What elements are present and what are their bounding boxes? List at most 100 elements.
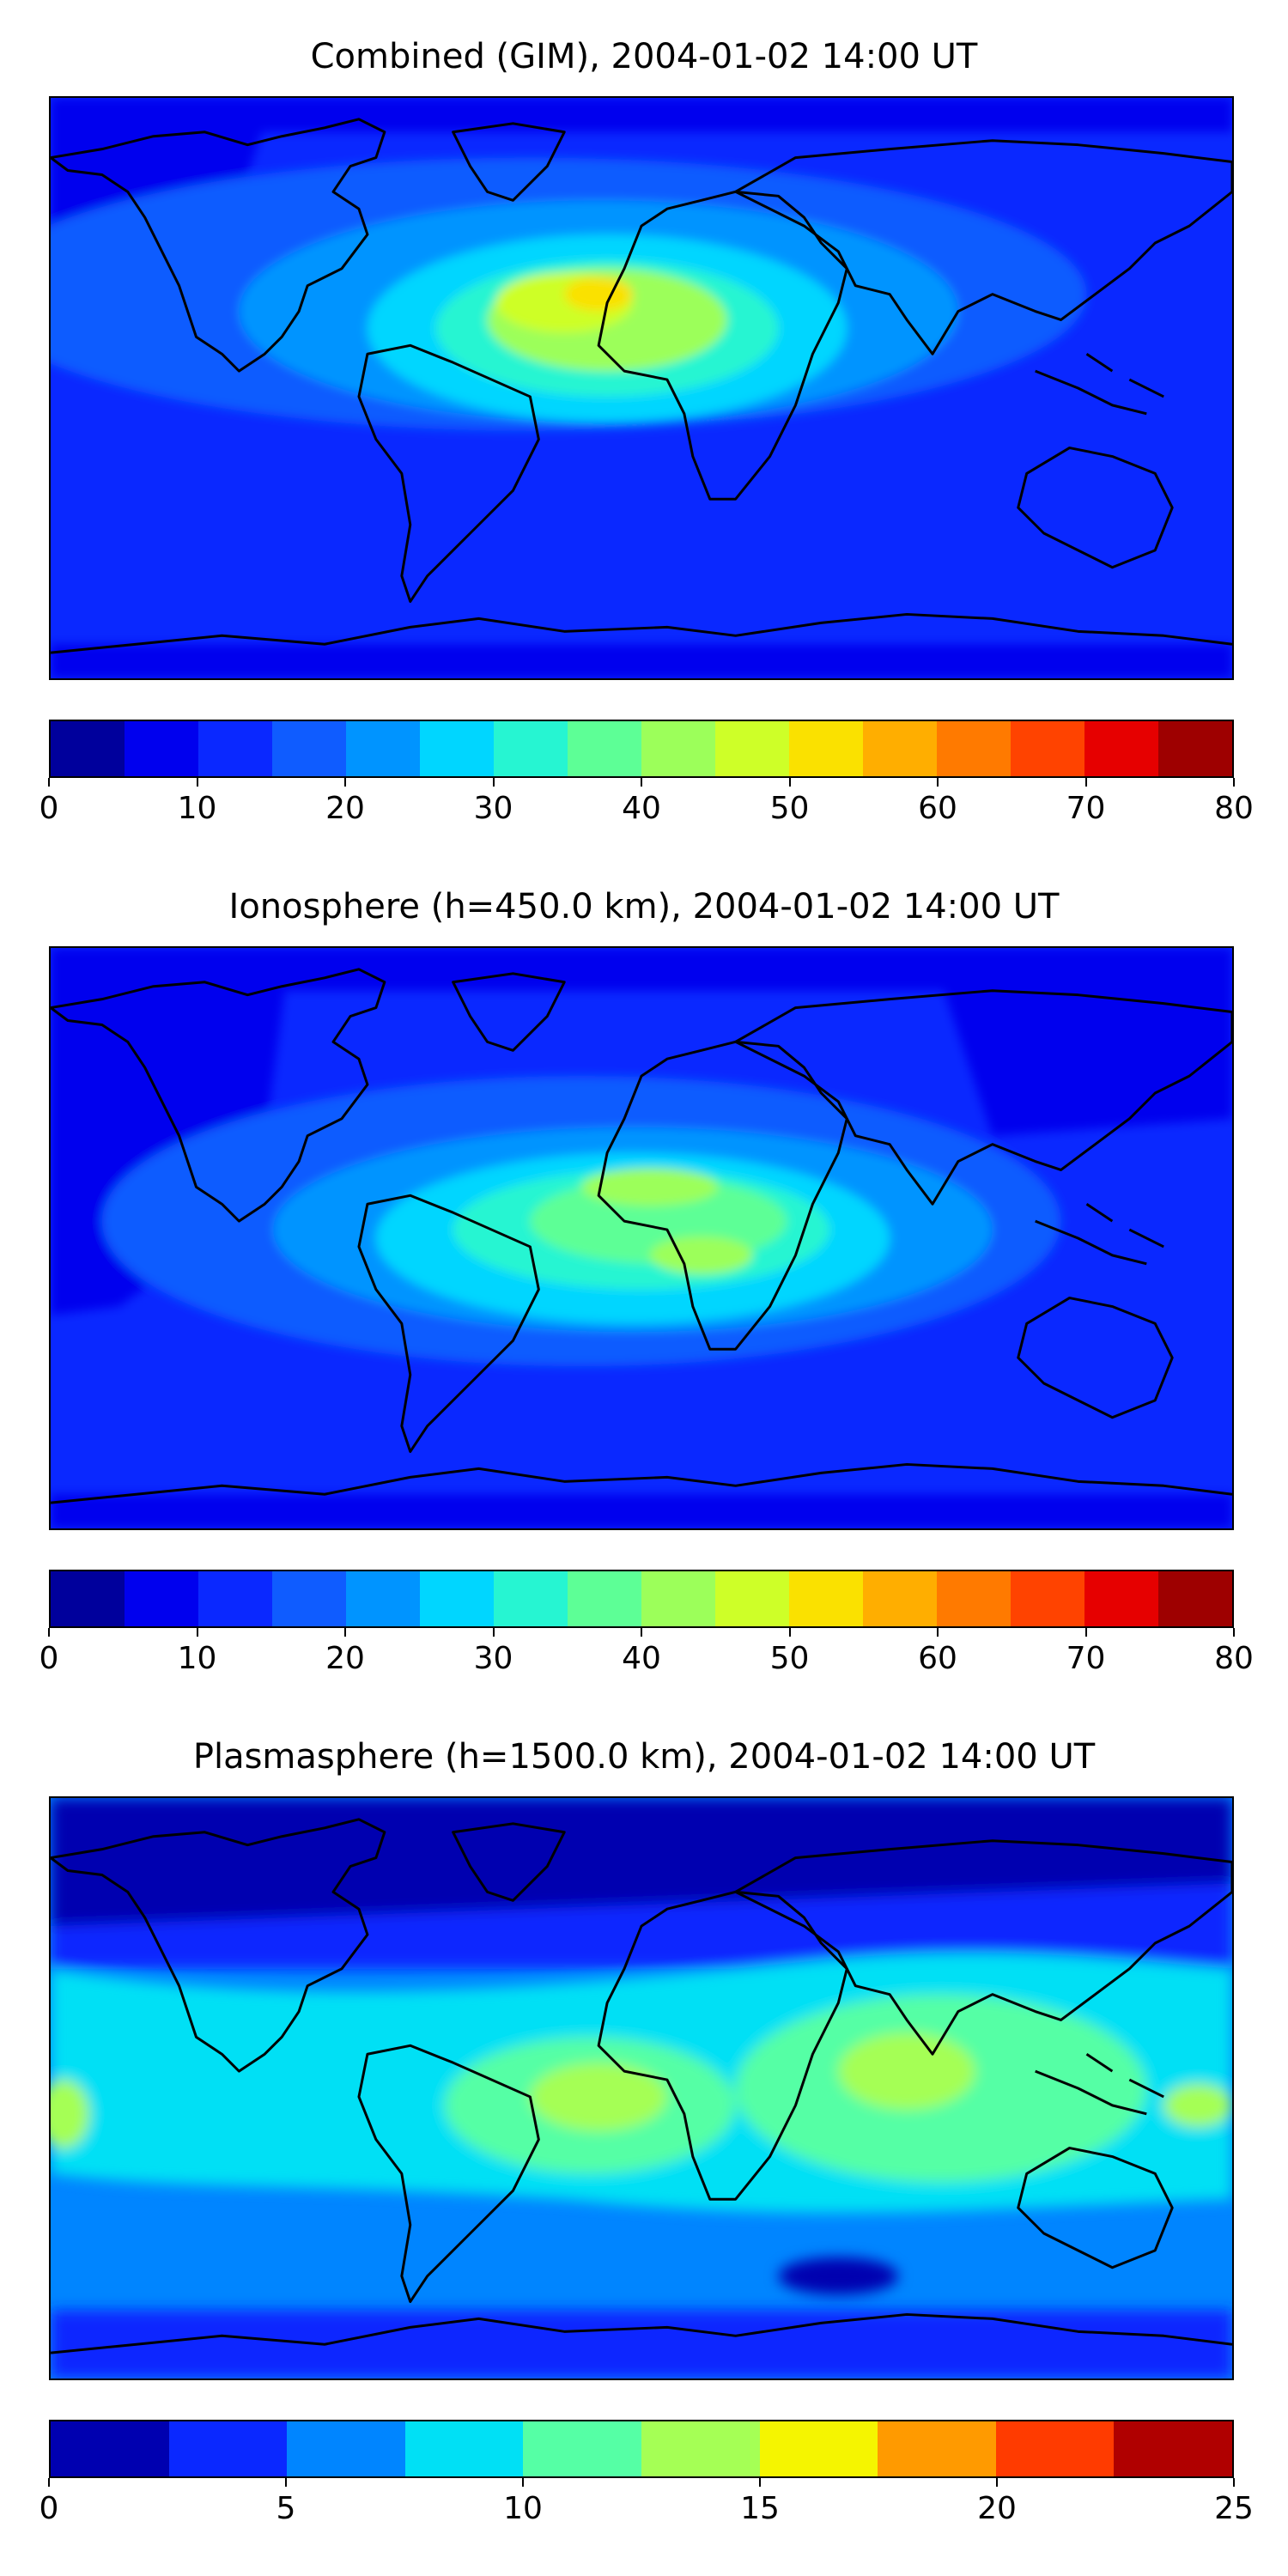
colorbar-tick-mark: [641, 1628, 642, 1637]
colorbar-tick-label: 30: [473, 1641, 513, 1676]
colorbar-ticks-ionosphere: 0 10 20 30 40 50 60 70 80: [39, 1628, 1254, 1680]
colorbar-segment: [198, 721, 272, 776]
colorbar-segment: [641, 1571, 715, 1626]
colorbar-tick-label: 50: [769, 1641, 810, 1676]
panel-title: Ionosphere (h=450.0 km), 2004-01-02 14:0…: [228, 887, 1060, 927]
colorbar-segment: [715, 1571, 789, 1626]
colorbar-segment: [789, 1571, 863, 1626]
colorbar-tick-label: 20: [977, 2491, 1017, 2526]
colorbar-tick-mark: [1233, 1628, 1235, 1637]
colorbar-segment: [346, 1571, 420, 1626]
colorbar-combined: [49, 720, 1234, 778]
colorbar-tick-label: 70: [1066, 1641, 1106, 1676]
colorbar-tick-mark: [1084, 1628, 1087, 1637]
colorbar-segment: [715, 721, 789, 776]
colorbar-tick-label: 5: [276, 2491, 296, 2526]
colorbar-segment: [125, 1571, 198, 1626]
colorbar-segment: [568, 1571, 641, 1626]
colorbar-tick-mark: [196, 778, 198, 787]
colorbar-tick-mark: [788, 1628, 791, 1637]
colorbar-tick-mark: [492, 1628, 495, 1637]
map-combined: [49, 96, 1234, 680]
colorbar-segment: [641, 721, 715, 776]
colorbar-tick-label: 50: [769, 791, 810, 826]
colorbar-segment: [937, 721, 1011, 776]
panel-title: Combined (GIM), 2004-01-02 14:00 UT: [310, 37, 978, 76]
map-plasmasphere: [49, 1796, 1234, 2380]
colorbar-tick-label: 10: [177, 791, 217, 826]
colorbar-segment: [168, 2421, 288, 2476]
colorbar-tick-label: 80: [1214, 1641, 1254, 1676]
colorbar-ticks-combined: 0 10 20 30 40 50 60 70 80: [39, 778, 1254, 829]
colorbar-tick-mark: [48, 778, 50, 787]
colorbar-tick-mark: [48, 2478, 50, 2487]
panel-plasmasphere: Plasmasphere (h=1500.0 km), 2004-01-02 1…: [0, 1700, 1288, 2576]
colorbar-segment: [494, 721, 568, 776]
colorbar-ionosphere: [49, 1570, 1234, 1628]
colorbar-segment: [346, 721, 420, 776]
colorbar-segment: [863, 721, 937, 776]
colorbar-tick-mark: [344, 778, 346, 787]
colorbar-segment: [272, 1571, 346, 1626]
colorbar-segment: [995, 2421, 1115, 2476]
colorbar-segment: [287, 2421, 405, 2476]
colorbar-segment: [568, 721, 641, 776]
colorbar-tick-label: 70: [1066, 791, 1106, 826]
colorbar-segment: [404, 2421, 524, 2476]
colorbar-segment: [641, 2421, 760, 2476]
colorbar-tick-label: 40: [622, 1641, 661, 1676]
colorbar-segment: [51, 2421, 169, 2476]
colorbar-ticks-plasmasphere: 0 5 10 15 20 25: [39, 2478, 1254, 2530]
map-ionosphere: [49, 946, 1234, 1530]
colorbar-segment: [789, 721, 863, 776]
colorbar-tick-mark: [492, 778, 495, 787]
colorbar-tick-mark: [759, 2478, 761, 2487]
colorbar-segment: [51, 1571, 125, 1626]
colorbar-tick-mark: [1233, 2478, 1235, 2487]
colorbar-tick-label: 40: [622, 791, 661, 826]
colorbar-tick-mark: [788, 778, 791, 787]
panel-title: Plasmasphere (h=1500.0 km), 2004-01-02 1…: [192, 1737, 1096, 1777]
colorbar-segment: [198, 1571, 272, 1626]
colorbar-tick-mark: [1084, 778, 1087, 787]
colorbar-segment: [863, 1571, 937, 1626]
colorbar-tick-mark: [996, 2478, 998, 2487]
colorbar-tick-mark: [522, 2478, 524, 2487]
colorbar-tick-mark: [48, 1628, 50, 1637]
colorbar-segment: [937, 1571, 1011, 1626]
colorbar-segment: [420, 1571, 494, 1626]
panel-ionosphere: Ionosphere (h=450.0 km), 2004-01-02 14:0…: [0, 850, 1288, 1700]
colorbar-tick-label: 0: [39, 791, 59, 826]
colorbar-tick-label: 15: [740, 2491, 780, 2526]
colorbar-segment: [759, 2421, 878, 2476]
colorbar-segment: [51, 721, 125, 776]
colorbar-segment: [1158, 1571, 1232, 1626]
colorbar-tick-label: 0: [39, 2491, 59, 2526]
colorbar-tick-mark: [641, 778, 642, 787]
colorbar-tick-label: 80: [1214, 791, 1254, 826]
colorbar-tick-label: 10: [177, 1641, 217, 1676]
colorbar-segment: [1084, 1571, 1158, 1626]
colorbar-segment: [1011, 1571, 1084, 1626]
colorbar-tick-label: 25: [1214, 2491, 1254, 2526]
colorbar-tick-label: 0: [39, 1641, 59, 1676]
colorbar-segment: [494, 1571, 568, 1626]
colorbar-segment: [1158, 721, 1232, 776]
colorbar-segment: [420, 721, 494, 776]
colorbar-tick-label: 20: [325, 1641, 365, 1676]
colorbar-tick-mark: [285, 2478, 287, 2487]
colorbar-tick-mark: [937, 778, 939, 787]
colorbar-tick-label: 30: [473, 791, 513, 826]
colorbar-plasmasphere: [49, 2420, 1234, 2478]
colorbar-segment: [272, 721, 346, 776]
colorbar-segment: [1011, 721, 1084, 776]
panel-combined: Combined (GIM), 2004-01-02 14:00 UT: [0, 0, 1288, 850]
colorbar-tick-label: 60: [918, 791, 957, 826]
colorbar-tick-mark: [937, 1628, 939, 1637]
colorbar-segment: [1114, 2421, 1232, 2476]
colorbar-segment: [125, 721, 198, 776]
colorbar-tick-mark: [196, 1628, 198, 1637]
colorbar-segment: [523, 2421, 641, 2476]
colorbar-segment: [1084, 721, 1158, 776]
colorbar-segment: [878, 2421, 996, 2476]
